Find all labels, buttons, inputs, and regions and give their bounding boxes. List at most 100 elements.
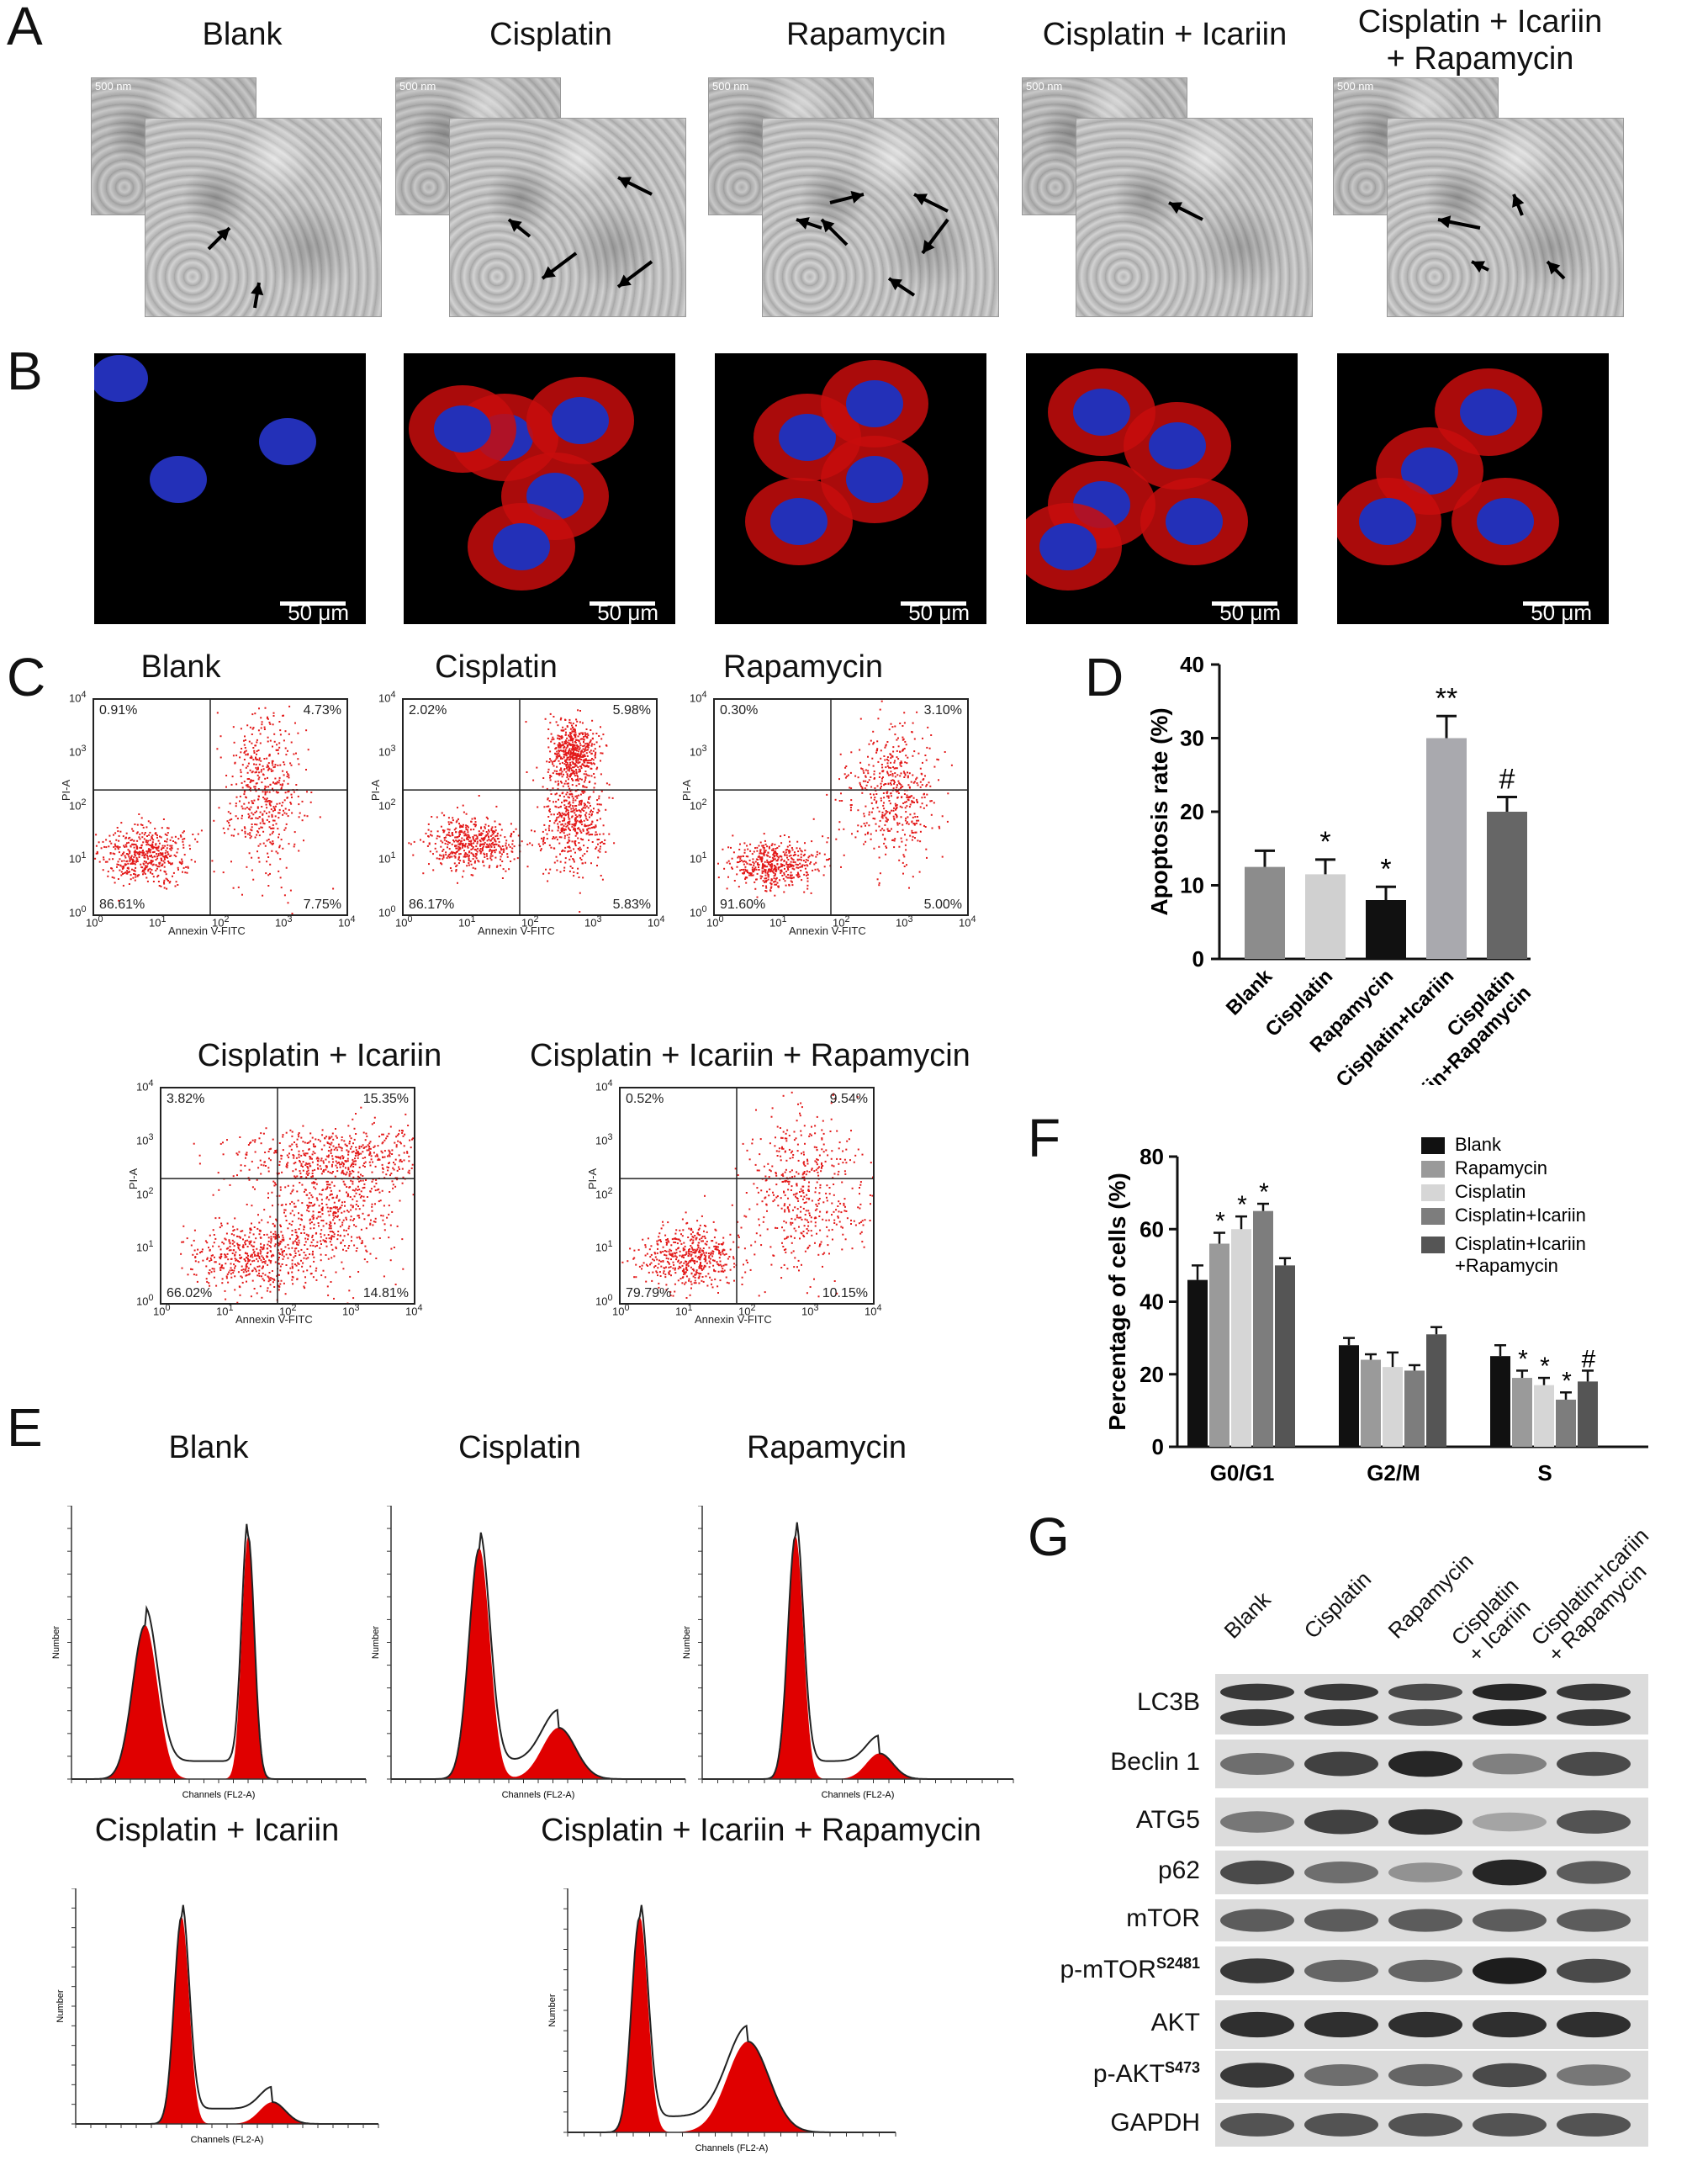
flow-event-dot <box>189 848 191 850</box>
flow-event-dot <box>732 834 733 836</box>
flow-event-dot <box>244 1242 246 1243</box>
flow-event-dot <box>234 1268 235 1269</box>
flow-event-dot <box>193 1274 195 1275</box>
flow-event-dot <box>327 1207 329 1209</box>
flow-event-dot <box>334 1149 336 1151</box>
flow-event-dot <box>574 744 576 746</box>
flow-event-dot <box>445 854 447 855</box>
flow-event-dot <box>336 1161 337 1162</box>
flow-event-dot <box>551 813 553 815</box>
flow-event-dot <box>281 805 283 807</box>
flow-event-dot <box>875 752 877 754</box>
flow-event-dot <box>893 818 895 819</box>
flow-event-dot <box>496 835 498 837</box>
flow-event-dot <box>428 863 430 865</box>
flow-event-dot <box>271 1240 272 1242</box>
flow-event-dot <box>323 1162 325 1164</box>
flow-event-dot <box>269 802 271 803</box>
flow-event-dot <box>240 1295 241 1296</box>
flow-event-dot <box>474 868 476 870</box>
flow-event-dot <box>859 782 861 784</box>
flow-event-dot <box>288 902 289 903</box>
flow-event-dot <box>145 826 147 828</box>
flow-event-dot <box>382 1220 383 1221</box>
flow-event-dot <box>590 768 592 770</box>
flow-event-dot <box>347 1195 349 1197</box>
flow-event-dot <box>444 830 446 832</box>
flow-event-dot <box>883 829 885 831</box>
flow-event-dot <box>246 785 247 786</box>
flow-event-dot <box>357 1172 359 1173</box>
flow-event-dot <box>296 1265 298 1267</box>
flow-event-dot <box>249 815 251 817</box>
flow-event-dot <box>772 860 774 861</box>
flow-event-dot <box>912 723 914 724</box>
flow-event-dot <box>291 1279 293 1281</box>
flow-event-dot <box>268 1151 270 1152</box>
flow-event-dot <box>298 1134 299 1136</box>
flow-event-dot <box>262 1268 263 1269</box>
flow-event-dot <box>754 866 756 868</box>
flow-event-dot <box>145 832 146 834</box>
flow-event-dot <box>555 820 557 822</box>
flow-event-dot <box>456 851 457 853</box>
flow-x-tick-label: 101 <box>458 914 476 929</box>
flow-event-dot <box>309 1158 311 1160</box>
flow-event-dot <box>430 850 431 852</box>
tem-scale-label: 500 nm <box>399 80 436 93</box>
flow-event-dot <box>799 859 801 861</box>
flow-event-dot <box>568 839 569 841</box>
flow-event-dot <box>409 1170 410 1172</box>
flow-event-dot <box>468 847 469 849</box>
flow-event-dot <box>568 837 570 839</box>
flow-event-dot <box>550 760 552 761</box>
flow-event-dot <box>796 847 798 849</box>
flow-event-dot <box>854 836 856 838</box>
flow-event-dot <box>409 1140 410 1141</box>
flow-event-dot <box>744 850 746 851</box>
flow-event-dot <box>917 782 918 784</box>
nucleus-stain <box>94 355 148 402</box>
flow-event-dot <box>267 1252 268 1254</box>
flow-event-dot <box>764 872 766 874</box>
nucleus-stain <box>846 456 903 503</box>
flow-event-dot <box>558 735 559 737</box>
flow-event-dot <box>770 887 772 889</box>
flow-event-dot <box>337 1209 339 1210</box>
flow-event-dot <box>815 869 817 871</box>
flow-event-dot <box>882 812 884 813</box>
flow-event-dot <box>311 1158 313 1160</box>
flow-event-dot <box>586 806 588 808</box>
flow-event-dot <box>242 764 244 765</box>
flow-event-dot <box>396 1144 398 1146</box>
flow-event-dot <box>408 1156 410 1157</box>
flow-event-dot <box>244 752 246 754</box>
flow-event-dot <box>305 769 307 771</box>
flow-event-dot <box>582 723 584 724</box>
flow-event-dot <box>198 834 199 835</box>
flow-event-dot <box>590 828 591 829</box>
flow-event-dot <box>608 797 610 798</box>
flow-event-dot <box>272 1281 274 1283</box>
flow-event-dot <box>574 729 576 731</box>
flow-event-dot <box>911 821 912 823</box>
flow-event-dot <box>307 1152 309 1154</box>
flow-event-dot <box>570 855 572 857</box>
flow-event-dot <box>305 729 307 731</box>
flow-event-dot <box>589 762 590 764</box>
flow-event-dot <box>894 726 896 728</box>
flow-event-dot <box>582 862 584 864</box>
flow-event-dot <box>473 842 474 844</box>
flow-event-dot <box>596 819 598 821</box>
flow-event-dot <box>572 840 574 842</box>
flow-event-dot <box>590 762 592 764</box>
flow-event-dot <box>142 873 144 875</box>
flow-event-dot <box>388 1167 389 1168</box>
flow-event-dot <box>575 835 577 837</box>
flow-event-dot <box>781 859 783 861</box>
flow-event-dot <box>265 872 267 874</box>
flow-event-dot <box>501 829 503 831</box>
flow-event-dot <box>564 850 566 852</box>
flow-event-dot <box>347 1168 349 1170</box>
flow-event-dot <box>247 1258 249 1260</box>
